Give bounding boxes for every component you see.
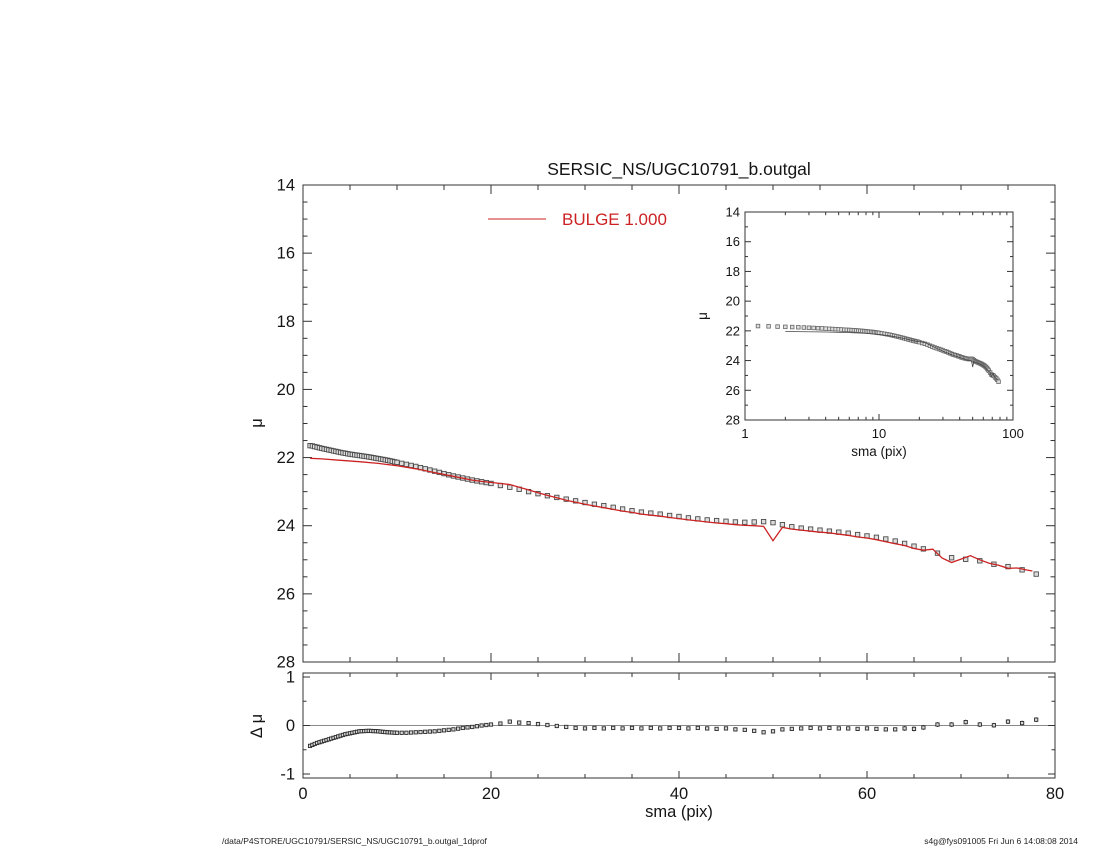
inset-y-tick-label: 18 (726, 264, 740, 279)
inset-model-line (785, 331, 999, 381)
inset-x-tick-label: 100 (1002, 426, 1024, 441)
residual-x-tick-label: 60 (858, 785, 876, 803)
residual-x-tick-label: 20 (482, 785, 500, 803)
bulge-model-line (310, 457, 1033, 572)
main-y-tick-label: 14 (277, 177, 295, 195)
main-y-tick-label: 18 (277, 313, 295, 331)
legend: BULGE 1.000 (488, 210, 667, 229)
residual-axis-ticks: 10-10 20 40 60 80 (280, 669, 1064, 804)
residual-plot: 10-10 20 40 60 80 (280, 669, 1064, 804)
galaxy-data-points (307, 442, 1039, 577)
residual-y-tick-label: 0 (286, 717, 295, 735)
residual-x-tick-label: 40 (670, 785, 688, 803)
residual-x-tick-label: 80 (1046, 785, 1064, 803)
footer-user-timestamp: s4g@fys091005 Fri Jun 6 14:08:08 2014 (924, 836, 1078, 846)
residual-x-tick-label: 0 (298, 785, 307, 803)
inset-y-tick-label: 16 (726, 234, 740, 249)
residual-y-tick-label: -1 (280, 766, 295, 784)
inset-x-tick-label: 10 (872, 426, 886, 441)
inset-y-tick-label: 22 (726, 323, 740, 338)
inset-axis-ticks: 14 16 18 20 22 24 26 281 10 100 (726, 205, 1024, 442)
footer-file-path: /data/P4STORE/UGC10791/SERSIC_NS/UGC1079… (222, 836, 488, 846)
residual-data-points (307, 717, 1039, 748)
inset-data-points (755, 323, 1001, 384)
residual-y-tick-label: 1 (286, 669, 295, 687)
inset-y-tick-label: 28 (726, 413, 740, 428)
main-y-tick-label: 20 (277, 381, 295, 399)
inset-y-tick-label: 20 (726, 294, 740, 309)
main-axis-ticks: 14 16 18 20 22 24 26 28 (277, 177, 1056, 672)
inset-plot-log: 14 16 18 20 22 24 26 281 10 100 (726, 205, 1024, 442)
plot-title: SERSIC_NS/UGC10791_b.outgal (547, 159, 811, 180)
main-y-tick-label: 24 (277, 517, 295, 535)
inset-y-axis-label: μ (695, 312, 710, 320)
inset-x-axis-label: sma (pix) (851, 444, 907, 459)
main-y-axis-label: μ (248, 418, 266, 428)
legend-label: BULGE 1.000 (562, 210, 667, 229)
residual-y-axis-label: Δ μ (248, 714, 266, 738)
main-y-tick-label: 26 (277, 585, 295, 603)
main-y-tick-label: 16 (277, 245, 295, 263)
main-y-tick-label: 22 (277, 449, 295, 467)
inset-y-tick-label: 26 (726, 383, 740, 398)
inset-y-tick-label: 14 (726, 205, 740, 220)
inset-x-tick-label: 1 (741, 426, 748, 441)
main-plot: 14 16 18 20 22 24 26 28 (277, 177, 1056, 672)
x-axis-label: sma (pix) (645, 803, 713, 821)
main-y-tick-label: 28 (277, 654, 295, 672)
inset-y-tick-label: 24 (726, 353, 740, 368)
